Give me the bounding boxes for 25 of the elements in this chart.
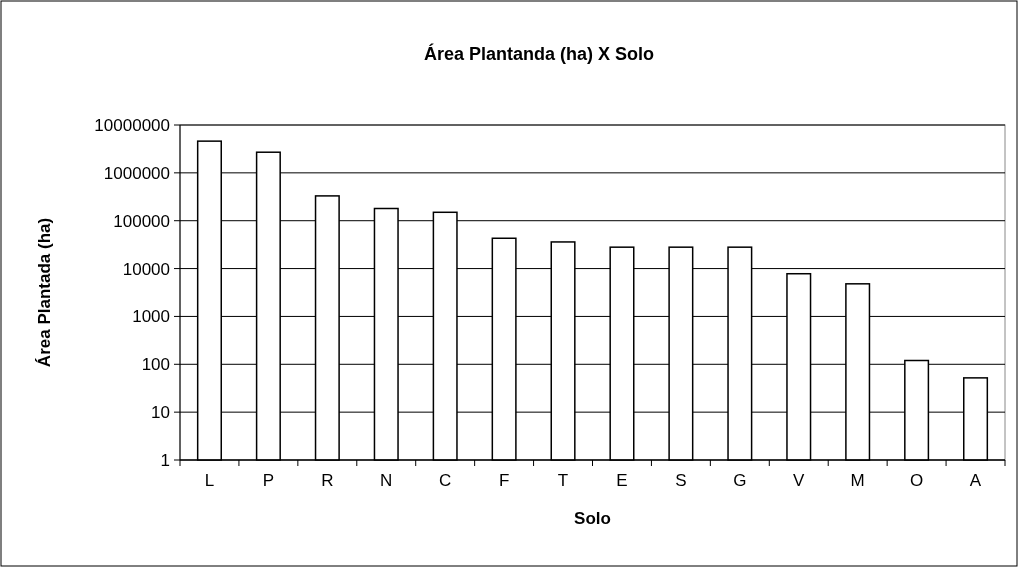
x-tick-label: C	[439, 471, 452, 490]
y-tick-label: 1000	[132, 307, 170, 327]
x-tick-label: F	[498, 471, 510, 490]
x-tick-label: P	[262, 471, 275, 490]
y-tick-label: 10000000	[94, 116, 170, 135]
y-tick-label: 1000000	[103, 163, 170, 183]
x-axis-title: Solo	[574, 509, 611, 528]
y-tick-label: 10000	[122, 259, 170, 279]
y-axis-title: Área Plantada (ha)	[35, 217, 54, 368]
chart-title: Área Plantanda (ha) X Solo	[423, 43, 655, 64]
x-tick-label: L	[204, 471, 215, 490]
x-tick-label: R	[321, 471, 334, 490]
y-tick-label: 1	[160, 451, 170, 470]
x-tick-label: N	[380, 471, 393, 490]
x-tick-label: G	[733, 471, 747, 490]
x-tick-label: O	[909, 471, 924, 490]
x-tick-label: A	[969, 471, 982, 490]
y-tick-label: 10	[151, 403, 170, 423]
x-tick-label: T	[557, 471, 569, 490]
x-tick-label: M	[850, 471, 865, 490]
x-tick-label: E	[616, 471, 628, 490]
y-tick-label: 100	[141, 355, 170, 375]
x-tick-label: V	[793, 471, 806, 490]
x-tick-label: S	[675, 471, 687, 490]
y-tick-label: 100000	[113, 211, 170, 231]
